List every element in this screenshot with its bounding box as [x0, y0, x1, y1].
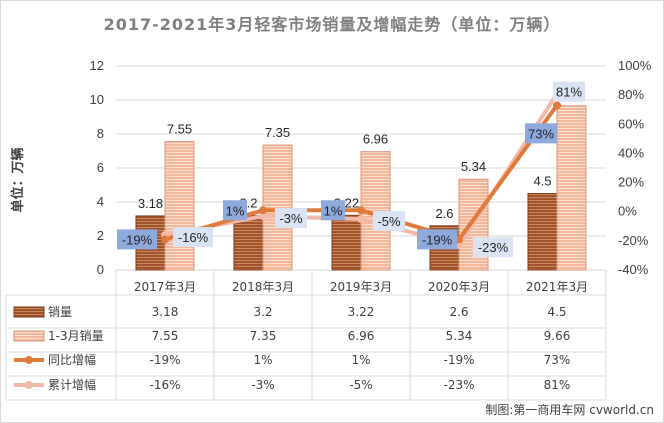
- table-cell: 4.5: [547, 305, 566, 319]
- category-label: 2020年3月: [428, 280, 490, 294]
- left-tick-label: 8: [97, 126, 104, 141]
- left-axis-ticks: 0 2 4 6 8 10 12: [90, 58, 104, 277]
- legend-series-name: 同比增幅: [48, 352, 96, 367]
- bars: [135, 105, 587, 271]
- label-sales: 3.18: [138, 196, 163, 211]
- label-sales: 2.6: [435, 206, 453, 221]
- right-tick-label: -20%: [618, 233, 649, 248]
- table-cell: 6.96: [348, 329, 375, 343]
- label-yoy-growth-box: [525, 123, 557, 144]
- right-tick-label: 100%: [618, 58, 652, 73]
- left-tick-label: 0: [97, 262, 104, 277]
- label-yoy-growth-box: [117, 229, 157, 250]
- yoy-growth-point: [161, 235, 169, 244]
- table-cell: 3.22: [348, 305, 375, 319]
- label-sales: 4.5: [533, 174, 551, 189]
- table-cell: 3.18: [152, 305, 179, 319]
- table-cell: -16%: [149, 378, 180, 392]
- bar-sales: [527, 193, 558, 271]
- table-cell: 5.34: [446, 329, 473, 343]
- legend-series-name: 销量: [48, 305, 72, 319]
- table-cell: 9.66: [544, 329, 571, 343]
- right-tick-label: 0%: [618, 204, 637, 219]
- bar-ytd-sales: [164, 141, 195, 271]
- right-tick-label: 80%: [618, 87, 644, 102]
- label-ytd-growth: 81%: [556, 85, 582, 100]
- left-tick-label: 10: [90, 92, 104, 107]
- left-tick-label: 6: [97, 160, 104, 175]
- table-cell: 1%: [351, 353, 370, 367]
- label-ytd-sales: 5.34: [461, 159, 486, 174]
- table-cell: -19%: [443, 353, 474, 367]
- right-tick-label: 20%: [618, 175, 644, 190]
- table-cell: 1%: [253, 353, 272, 367]
- legend-key-ytd-growth-marker: [25, 381, 33, 389]
- table-cell: 81%: [544, 378, 571, 392]
- label-yoy-growth: 1%: [324, 203, 343, 218]
- label-ytd-sales: 7.55: [167, 122, 192, 137]
- left-tick-label: 12: [90, 58, 104, 73]
- label-ytd-growth-box: [473, 237, 513, 258]
- category-label: 2021年3月: [526, 280, 588, 294]
- ytd-growth-point: [259, 212, 267, 221]
- label-ytd-growth-box: [553, 81, 585, 102]
- legend-key-sales: [13, 306, 45, 318]
- label-ytd-growth: -16%: [178, 230, 209, 245]
- label-ytd-sales: 6.96: [363, 132, 388, 147]
- right-axis-ticks: -40% -20% 0% 20% 40% 60% 80% 100%: [618, 58, 652, 277]
- chart-credit: 制图:第一商用车网 cvworld.cn: [485, 402, 654, 417]
- category-label: 2017年3月: [134, 280, 196, 294]
- label-yoy-growth: 73%: [528, 126, 554, 141]
- label-yoy-growth: -19%: [422, 232, 453, 247]
- data-labels: 3.187.553.27.353.226.962.65.344.59.66-19…: [117, 81, 585, 258]
- bar-sales: [331, 214, 362, 271]
- yoy-growth-point: [553, 101, 561, 110]
- table-cell: 7.55: [152, 329, 179, 343]
- table-cell: 73%: [544, 353, 571, 367]
- table-cell: -23%: [443, 378, 474, 392]
- table-cell: 7.35: [250, 329, 277, 343]
- category-label: 2018年3月: [232, 280, 294, 294]
- label-ytd-growth: -3%: [279, 211, 303, 226]
- table-cell: -19%: [149, 353, 180, 367]
- label-ytd-growth-box: [275, 208, 307, 229]
- right-tick-label: 40%: [618, 145, 644, 160]
- bar-ytd-sales: [262, 144, 293, 271]
- label-yoy-growth-box: [321, 200, 345, 221]
- legend-series-name: 1-3月销量: [48, 329, 104, 343]
- label-ytd-growth: -5%: [377, 214, 401, 229]
- chart-title: 2017-2021年3月轻客市场销量及增幅走势（单位：万辆）: [104, 15, 561, 34]
- yoy-growth-point: [357, 206, 365, 215]
- right-tick-label: 60%: [618, 116, 644, 131]
- label-yoy-growth-box: [417, 229, 457, 250]
- ytd-growth-point: [357, 215, 365, 223]
- bar-ytd-sales: [556, 105, 587, 271]
- bar-sales: [233, 215, 264, 271]
- yoy-growth-point: [259, 206, 267, 215]
- legend-key-ytd-sales: [13, 330, 45, 342]
- legend-series-name: 累计增幅: [48, 377, 96, 392]
- table-cell: -3%: [251, 378, 274, 392]
- right-tick-label: -40%: [618, 262, 649, 277]
- label-ytd-growth: -23%: [478, 240, 509, 255]
- label-yoy-growth-box: [223, 200, 247, 221]
- table-cell: 2.6: [449, 305, 468, 319]
- label-ytd-sales: 7.35: [265, 125, 290, 140]
- left-tick-label: 4: [97, 194, 104, 209]
- label-yoy-growth: -19%: [122, 232, 153, 247]
- left-tick-label: 2: [97, 228, 104, 243]
- label-yoy-growth: 1%: [226, 203, 245, 218]
- category-label: 2019年3月: [330, 280, 392, 294]
- label-ytd-growth-box: [173, 227, 213, 248]
- table-cell: 3.2: [253, 305, 272, 319]
- label-ytd-growth-box: [373, 211, 405, 231]
- y-axis-label: 单位：万辆: [10, 147, 26, 212]
- table-cell: -5%: [349, 378, 372, 392]
- legend-key-yoy-growth-marker: [25, 356, 33, 364]
